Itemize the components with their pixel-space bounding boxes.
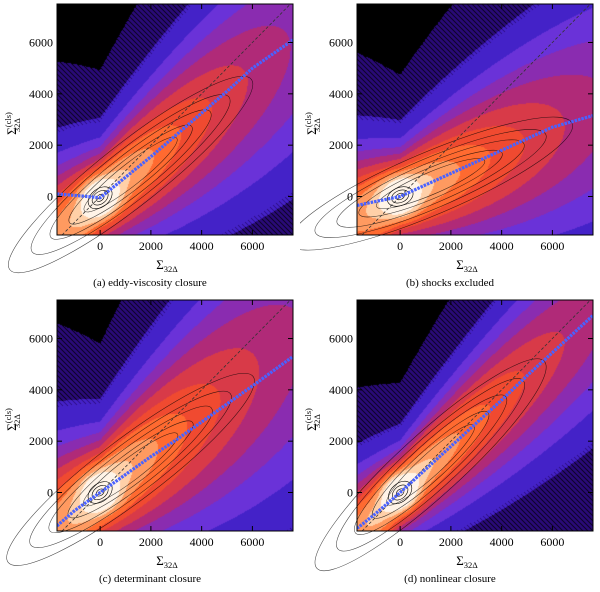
y-tick-label: 0 xyxy=(347,486,353,500)
y-axis-label: Σ(cls)32Δ xyxy=(3,112,22,135)
x-tick-label: 0 xyxy=(397,535,403,549)
x-tick-label: 2000 xyxy=(439,239,463,253)
caption-b: (b) shocks excluded xyxy=(406,277,494,289)
plot-frame xyxy=(56,3,294,236)
y-tick-label: 0 xyxy=(347,190,353,204)
y-tick-label: 2000 xyxy=(329,434,353,448)
y-axis-label: Σ(cls)32Δ xyxy=(303,112,322,135)
contour-lines xyxy=(6,372,255,566)
caption-a: (a) eddy-viscosity closure xyxy=(93,277,207,289)
fit-curve xyxy=(357,114,593,208)
panel-d: 0 2000 4000 6000 0 2000 4000 6000 Σ32Δ Σ(cls)32Δ … xyxy=(300,296,600,592)
y-tick-label: 4000 xyxy=(29,87,53,101)
x-tick-label: 6000 xyxy=(540,535,564,549)
chart-b: 0 2000 4000 6000 0 2000 4000 6000 Σ32Δ Σ(cls)32Δ xyxy=(300,3,594,274)
density-map xyxy=(357,4,593,235)
y-axis-label: Σ(cls)32Δ xyxy=(3,408,22,431)
x-tick-label: 0 xyxy=(97,239,103,253)
y-tick-label: 6000 xyxy=(329,36,353,50)
y-tick-label: 2000 xyxy=(29,138,53,152)
fit-curve xyxy=(57,38,293,200)
y-tick-label: 0 xyxy=(47,486,53,500)
x-tick-label: 4000 xyxy=(490,535,514,549)
y-tick-label: 0 xyxy=(47,190,53,204)
caption-c: (c) determinant closure xyxy=(98,573,201,585)
fit-curve xyxy=(57,355,293,528)
panel-b: 0 2000 4000 6000 0 2000 4000 6000 Σ32Δ Σ(cls)32Δ … xyxy=(300,0,600,296)
y-tick-label: 6000 xyxy=(329,332,353,346)
fit-curve xyxy=(357,314,593,530)
y-tick-label: 2000 xyxy=(29,434,53,448)
chart-a: 0 2000 4000 6000 0 2000 4000 6000 Σ32Δ Σ(cls)32Δ xyxy=(3,3,294,274)
x-tick-label: 2000 xyxy=(139,535,163,549)
y-tick-label: 4000 xyxy=(329,383,353,397)
x-tick-label: 4000 xyxy=(190,535,214,549)
x-tick-label: 6000 xyxy=(540,239,564,253)
y-tick-label: 4000 xyxy=(29,383,53,397)
x-tick-label: 2000 xyxy=(439,535,463,549)
x-axis-label: Σ32Δ xyxy=(456,553,478,570)
y-tick-label: 6000 xyxy=(29,36,53,50)
x-axis-label: Σ32Δ xyxy=(156,257,178,274)
caption-d: (d) nonlinear closure xyxy=(404,573,496,585)
y-axis-label: Σ(cls)32Δ xyxy=(303,408,322,431)
chart-c: 0 2000 4000 6000 0 2000 4000 6000 Σ32Δ Σ(cls)32Δ xyxy=(3,299,294,570)
x-tick-label: 6000 xyxy=(240,239,264,253)
panel-a: 0 2000 4000 6000 0 2000 4000 6000 Σ32Δ Σ(cls)32Δ … xyxy=(0,0,300,296)
plot-frame xyxy=(356,3,594,236)
plot-frame xyxy=(56,299,294,532)
y-tick-label: 6000 xyxy=(29,332,53,346)
contour-lines xyxy=(300,116,573,251)
x-tick-label: 4000 xyxy=(490,239,514,253)
panel-c: 0 2000 4000 6000 0 2000 4000 6000 Σ32Δ Σ(cls)32Δ … xyxy=(0,296,300,592)
x-tick-label: 0 xyxy=(97,535,103,549)
x-tick-label: 2000 xyxy=(139,239,163,253)
x-tick-label: 4000 xyxy=(190,239,214,253)
x-tick-label: 0 xyxy=(397,239,403,253)
contour-lines xyxy=(8,75,254,274)
chart-d: 0 2000 4000 6000 0 2000 4000 6000 Σ32Δ Σ(cls)32Δ xyxy=(303,299,594,572)
x-axis-label: Σ32Δ xyxy=(456,257,478,274)
y-tick-label: 2000 xyxy=(329,138,353,152)
y-tick-label: 4000 xyxy=(329,87,353,101)
x-axis-label: Σ32Δ xyxy=(156,553,178,570)
x-tick-label: 6000 xyxy=(240,535,264,549)
plot-frame xyxy=(356,299,594,532)
